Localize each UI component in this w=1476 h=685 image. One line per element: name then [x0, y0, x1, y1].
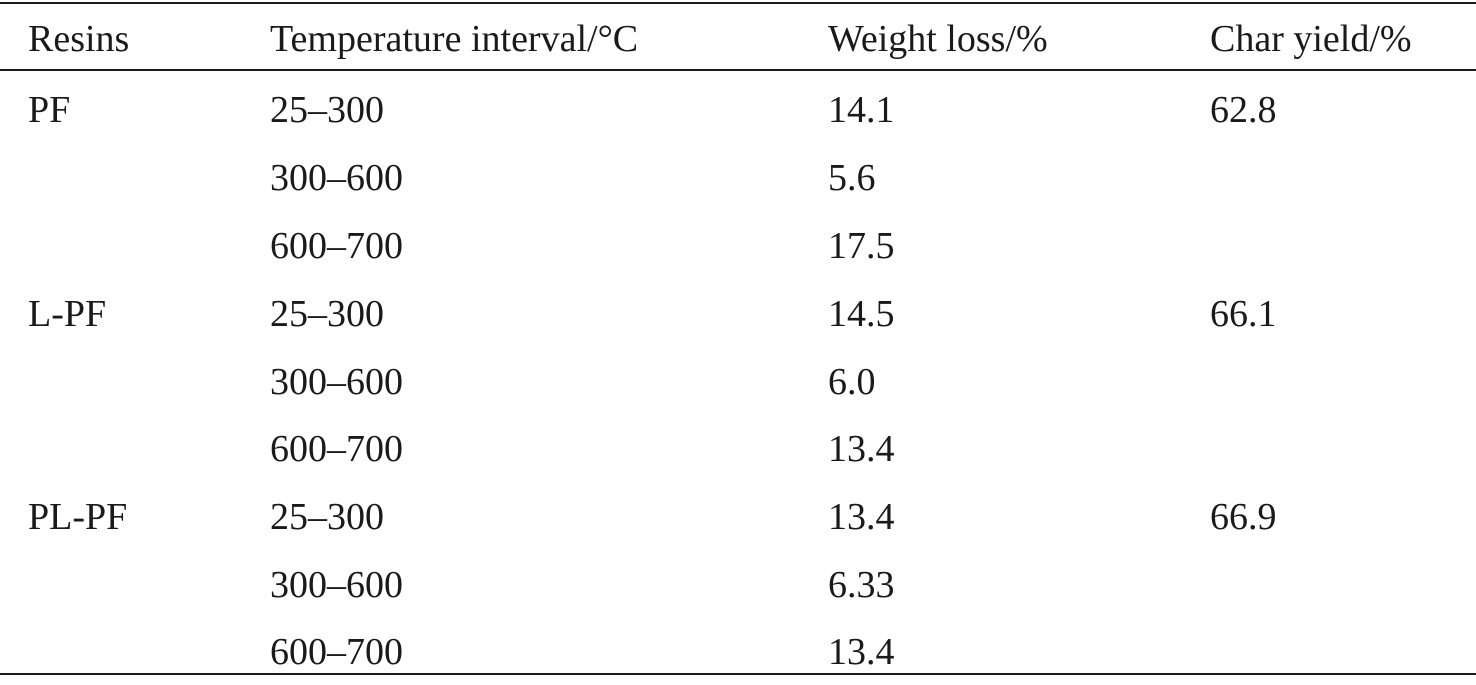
table-row: 600–700 13.4 [0, 619, 1476, 685]
table-header-rule [0, 69, 1476, 71]
cell-interval: 25–300 [270, 293, 384, 335]
header-resins: Resins [28, 18, 130, 60]
cell-interval: 25–300 [270, 496, 384, 538]
cell-weight-loss: 5.6 [828, 157, 876, 199]
table-row: 300–600 6.0 [0, 349, 1476, 415]
cell-weight-loss: 13.4 [828, 631, 895, 673]
cell-interval: 600–700 [270, 428, 403, 470]
table-header-row: Resins Temperature interval/°C Weight lo… [0, 6, 1476, 72]
table-row: PL-PF 25–300 13.4 66.9 [0, 484, 1476, 550]
cell-interval: 300–600 [270, 157, 403, 199]
cell-interval: 600–700 [270, 225, 403, 267]
cell-weight-loss: 6.0 [828, 361, 876, 403]
cell-char-yield: 62.8 [1210, 89, 1277, 131]
table-row: 300–600 5.6 [0, 145, 1476, 211]
cell-interval: 25–300 [270, 89, 384, 131]
cell-resin: PL-PF [28, 496, 128, 538]
cell-char-yield: 66.1 [1210, 293, 1277, 335]
table-top-rule [0, 2, 1476, 4]
cell-weight-loss: 13.4 [828, 496, 895, 538]
cell-weight-loss: 14.1 [828, 89, 895, 131]
cell-interval: 600–700 [270, 631, 403, 673]
cell-weight-loss: 6.33 [828, 564, 895, 606]
cell-weight-loss: 17.5 [828, 225, 895, 267]
cell-interval: 300–600 [270, 361, 403, 403]
cell-weight-loss: 14.5 [828, 293, 895, 335]
cell-resin: PF [28, 89, 71, 131]
header-char-yield: Char yield/% [1210, 18, 1412, 60]
table-row: L-PF 25–300 14.5 66.1 [0, 281, 1476, 347]
cell-resin: L-PF [28, 293, 107, 335]
table-row: PF 25–300 14.1 62.8 [0, 77, 1476, 143]
cell-weight-loss: 13.4 [828, 428, 895, 470]
table-row: 600–700 13.4 [0, 416, 1476, 482]
cell-interval: 300–600 [270, 564, 403, 606]
cell-char-yield: 66.9 [1210, 496, 1277, 538]
table-row: 300–600 6.33 [0, 552, 1476, 618]
header-temperature-interval: Temperature interval/°C [270, 18, 639, 60]
table-bottom-rule [0, 673, 1476, 675]
table-row: 600–700 17.5 [0, 213, 1476, 279]
header-weight-loss: Weight loss/% [828, 18, 1048, 60]
